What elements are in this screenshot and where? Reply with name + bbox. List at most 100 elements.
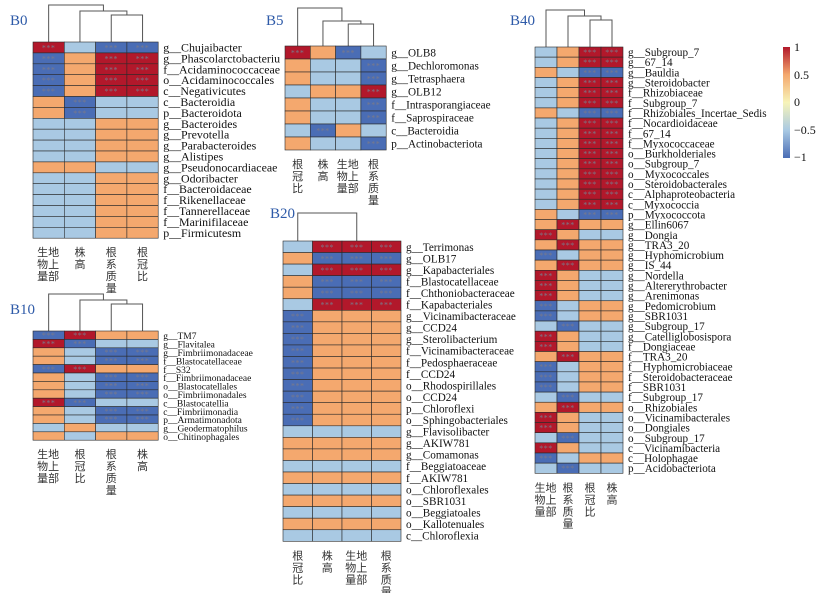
heatmap-cell — [556, 87, 580, 99]
heatmap-cell — [556, 138, 580, 149]
column-label-char: 质 — [563, 505, 574, 518]
heatmap-cell — [534, 178, 558, 190]
heatmap-row: *** f__Pedosphaeraceae — [282, 356, 497, 369]
heatmap-row: o__Chloroflexales — [282, 483, 489, 496]
row-label: f__Subgroup_17 — [628, 392, 703, 404]
row-label: o__Rhodospirillales — [406, 380, 496, 392]
heatmap-cell — [126, 423, 159, 433]
significance-marker: *** — [561, 403, 575, 412]
column-label-char: 部 — [348, 181, 359, 195]
heatmap-cell — [600, 300, 624, 312]
significance-marker: *** — [105, 65, 119, 74]
significance-marker: *** — [539, 454, 553, 463]
column-label-char: 物 — [37, 459, 48, 473]
heatmap-cell — [284, 71, 311, 86]
row-label: p__Acidobacteriota — [628, 463, 716, 475]
significance-marker: *** — [561, 322, 575, 331]
heatmap-cell — [341, 506, 372, 519]
row-label: f__Hyphomicrobiaceae — [628, 362, 733, 374]
row-label: g__SBR1031 — [628, 311, 688, 323]
column-label-char: 量 — [106, 484, 117, 497]
significance-marker: *** — [605, 129, 619, 138]
heatmap-row: *** f__Vicinamibacteraceae — [282, 344, 514, 358]
heatmap-row: g__AKIW781 — [282, 437, 470, 450]
significance-marker: *** — [380, 254, 394, 263]
panel-title: B0 — [10, 13, 28, 29]
color-legend: 1 0.5 0 −0.5 −1 — [783, 40, 816, 164]
heatmap-cell — [32, 107, 65, 119]
heatmap-cell — [32, 161, 65, 174]
heatmap-cell — [578, 361, 602, 373]
heatmap-row: *** *** *** f__Blastocatellaceae — [282, 275, 499, 288]
column-label: 根冠比 — [585, 480, 596, 518]
heatmap-cell — [556, 280, 580, 291]
row-label: c__Chloroflexia — [406, 531, 479, 543]
column-label: 根冠比 — [74, 447, 85, 485]
heatmap-cell — [578, 249, 602, 261]
significance-marker: *** — [561, 464, 575, 473]
significance-marker: *** — [605, 48, 619, 57]
significance-marker: *** — [605, 139, 619, 148]
heatmap-cell — [126, 139, 159, 152]
dendrogram-branch — [297, 212, 358, 241]
row-label: o__Burkholderiales — [628, 149, 716, 161]
column-label-char: 株 — [74, 245, 85, 259]
heatmap-row: *** o__CCD24 — [282, 390, 457, 404]
dendrogram-branch — [48, 293, 104, 331]
row-label: g__OLB8 — [391, 48, 436, 60]
significance-marker: *** — [583, 210, 597, 219]
heatmap-cell — [335, 97, 362, 112]
heatmap-cell — [371, 506, 402, 519]
heatmap-cell — [578, 462, 602, 474]
heatmap-row: *** *** c__Alphaproteobacteria — [534, 188, 735, 201]
legend-tick: 0.5 — [794, 68, 809, 82]
heatmap-row: *** f__Steroidobacteraceae — [534, 371, 733, 384]
row-label: c__Bacteroidia — [163, 95, 236, 109]
significance-marker: *** — [136, 348, 150, 357]
row-label: c__Blastocatellia — [163, 399, 229, 409]
row-label: f__SBR1031 — [628, 382, 686, 394]
row-label: f__Beggiatoaceae — [406, 461, 486, 473]
significance-marker: *** — [350, 266, 364, 275]
row-label: g__TM7 — [163, 332, 197, 342]
heatmap-cell — [341, 529, 372, 542]
significance-marker: *** — [605, 89, 619, 98]
row-label: o__Kallotenuales — [406, 519, 484, 531]
row-label: g__Prevotella — [163, 128, 230, 142]
heatmap-cell — [64, 431, 96, 441]
significance-marker: *** — [105, 382, 119, 391]
heatmap-cell — [534, 259, 558, 271]
heatmap-cell — [64, 205, 96, 217]
row-label: f__Intrasporangiaceae — [391, 100, 490, 112]
heatmap-cell — [578, 300, 602, 312]
significance-marker: *** — [380, 301, 394, 310]
row-label: g__Hyphomicrobium — [628, 250, 724, 262]
heatmap-row: g__Pseudonocardiaceae — [32, 160, 277, 174]
significance-marker: *** — [136, 76, 150, 85]
significance-marker: *** — [583, 89, 597, 98]
significance-marker: *** — [291, 49, 305, 58]
heatmap-row: *** g__Pedomicrobium — [534, 300, 716, 313]
column-label-char: 株 — [607, 480, 618, 494]
heatmap-cell — [556, 56, 580, 68]
significance-marker: *** — [539, 424, 553, 433]
heatmap-cell — [126, 183, 159, 195]
heatmap-cell — [95, 107, 128, 119]
heatmap-cell — [341, 379, 372, 392]
heatmap-cell — [64, 74, 96, 86]
heatmap-cell — [578, 239, 602, 251]
significance-marker: *** — [73, 98, 87, 107]
row-label: f__AKIW781 — [406, 473, 468, 485]
significance-marker: *** — [321, 254, 335, 263]
row-label: o__Chloroflexales — [406, 484, 489, 496]
heatmap-cell — [556, 300, 580, 312]
heatmap-cell — [371, 367, 402, 380]
heatmap-cell — [126, 118, 159, 130]
significance-marker: *** — [583, 160, 597, 169]
heatmap-row: *** *** g__Bauldia — [534, 67, 679, 79]
heatmap-cell — [534, 148, 558, 159]
heatmap-cell — [534, 168, 558, 180]
heatmap-cell — [282, 275, 313, 288]
